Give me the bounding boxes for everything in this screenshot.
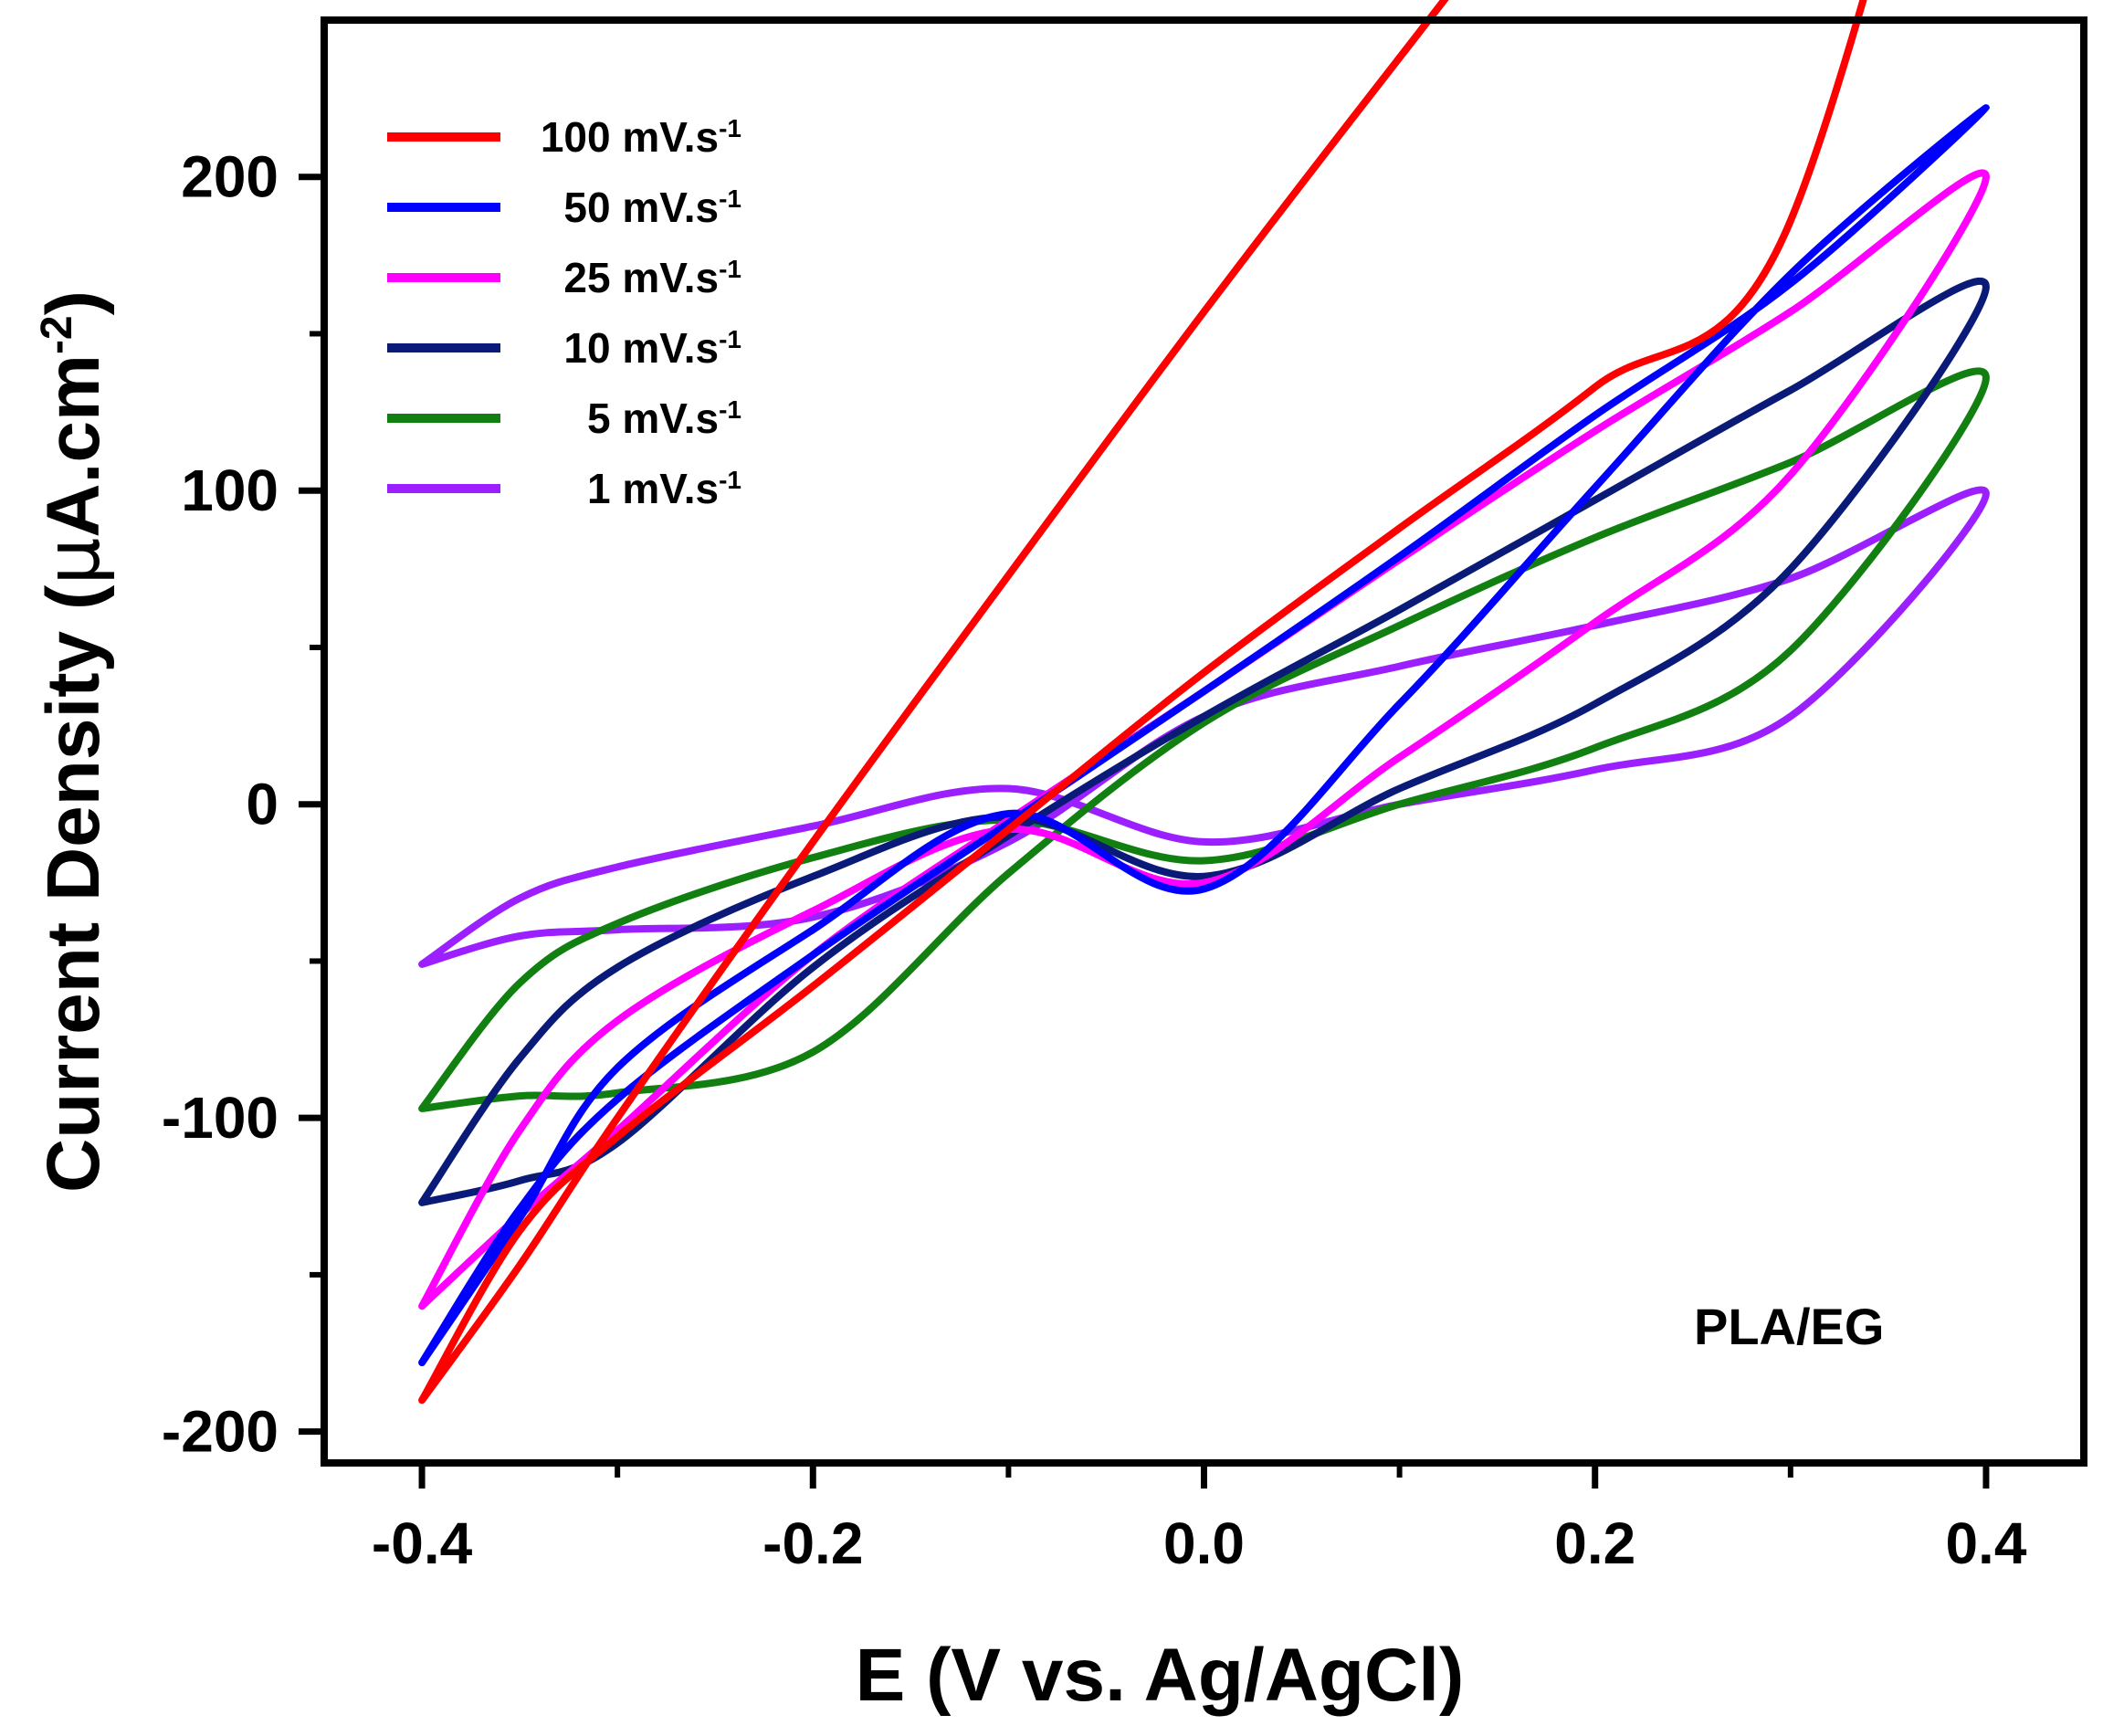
x-axis-title: E (V vs. Ag/AgCl) <box>856 1634 1465 1717</box>
y-axis-title-main: Current Density ( <box>32 584 115 1193</box>
legend-label: 100 mV.s-1 <box>541 113 741 161</box>
series-line-10-mv-s <box>418 277 1990 1206</box>
y-tick-label: 100 <box>181 458 279 523</box>
x-tick-label: 0.4 <box>1945 1510 2026 1576</box>
series-line-50-mv-s <box>418 104 1990 1367</box>
y-axis-title-mu: μ <box>30 538 117 585</box>
legend-label: 50 mV.s-1 <box>563 184 741 231</box>
y-axis-title-unit: A.cm <box>32 354 115 538</box>
series-line-100-mv-s <box>418 0 1867 1405</box>
legend-label: 25 mV.s-1 <box>563 254 741 301</box>
x-tick-label: -0.4 <box>372 1510 473 1576</box>
y-tick-label: 0 <box>246 772 279 837</box>
legend-label: 10 mV.s-1 <box>563 324 741 372</box>
legend-label: 1 mV.s-1 <box>587 465 741 512</box>
x-tick-label: 0.0 <box>1163 1510 1245 1576</box>
series-line-1-mv-s <box>418 486 1990 968</box>
curves-layer <box>418 0 1990 1405</box>
x-tick-label: -0.2 <box>762 1510 863 1576</box>
y-tick-label: 200 <box>181 144 279 210</box>
y-axis-title: Current Density (μA.cm-2) <box>30 290 117 1193</box>
legend: 100 mV.s-1 50 mV.s-1 25 mV.s-1 10 mV.s-1 5 m… <box>387 113 741 512</box>
y-tick-label: -200 <box>162 1399 279 1465</box>
y-axis-title-sup: -2 <box>33 315 81 354</box>
legend-label: 5 mV.s-1 <box>587 395 741 442</box>
y-axis-title-close: ) <box>32 290 115 315</box>
x-tick-label: 0.2 <box>1554 1510 1635 1576</box>
y-tick-label: -100 <box>162 1085 279 1151</box>
plot-frame <box>321 16 2087 1467</box>
series-line-5-mv-s <box>418 367 1990 1112</box>
ticks-layer: -0.4 -0.2 0.0 0.2 0.4 -200 -100 0 100 200 <box>162 144 2027 1576</box>
sample-annotation: PLA/EG <box>1694 1298 1884 1355</box>
